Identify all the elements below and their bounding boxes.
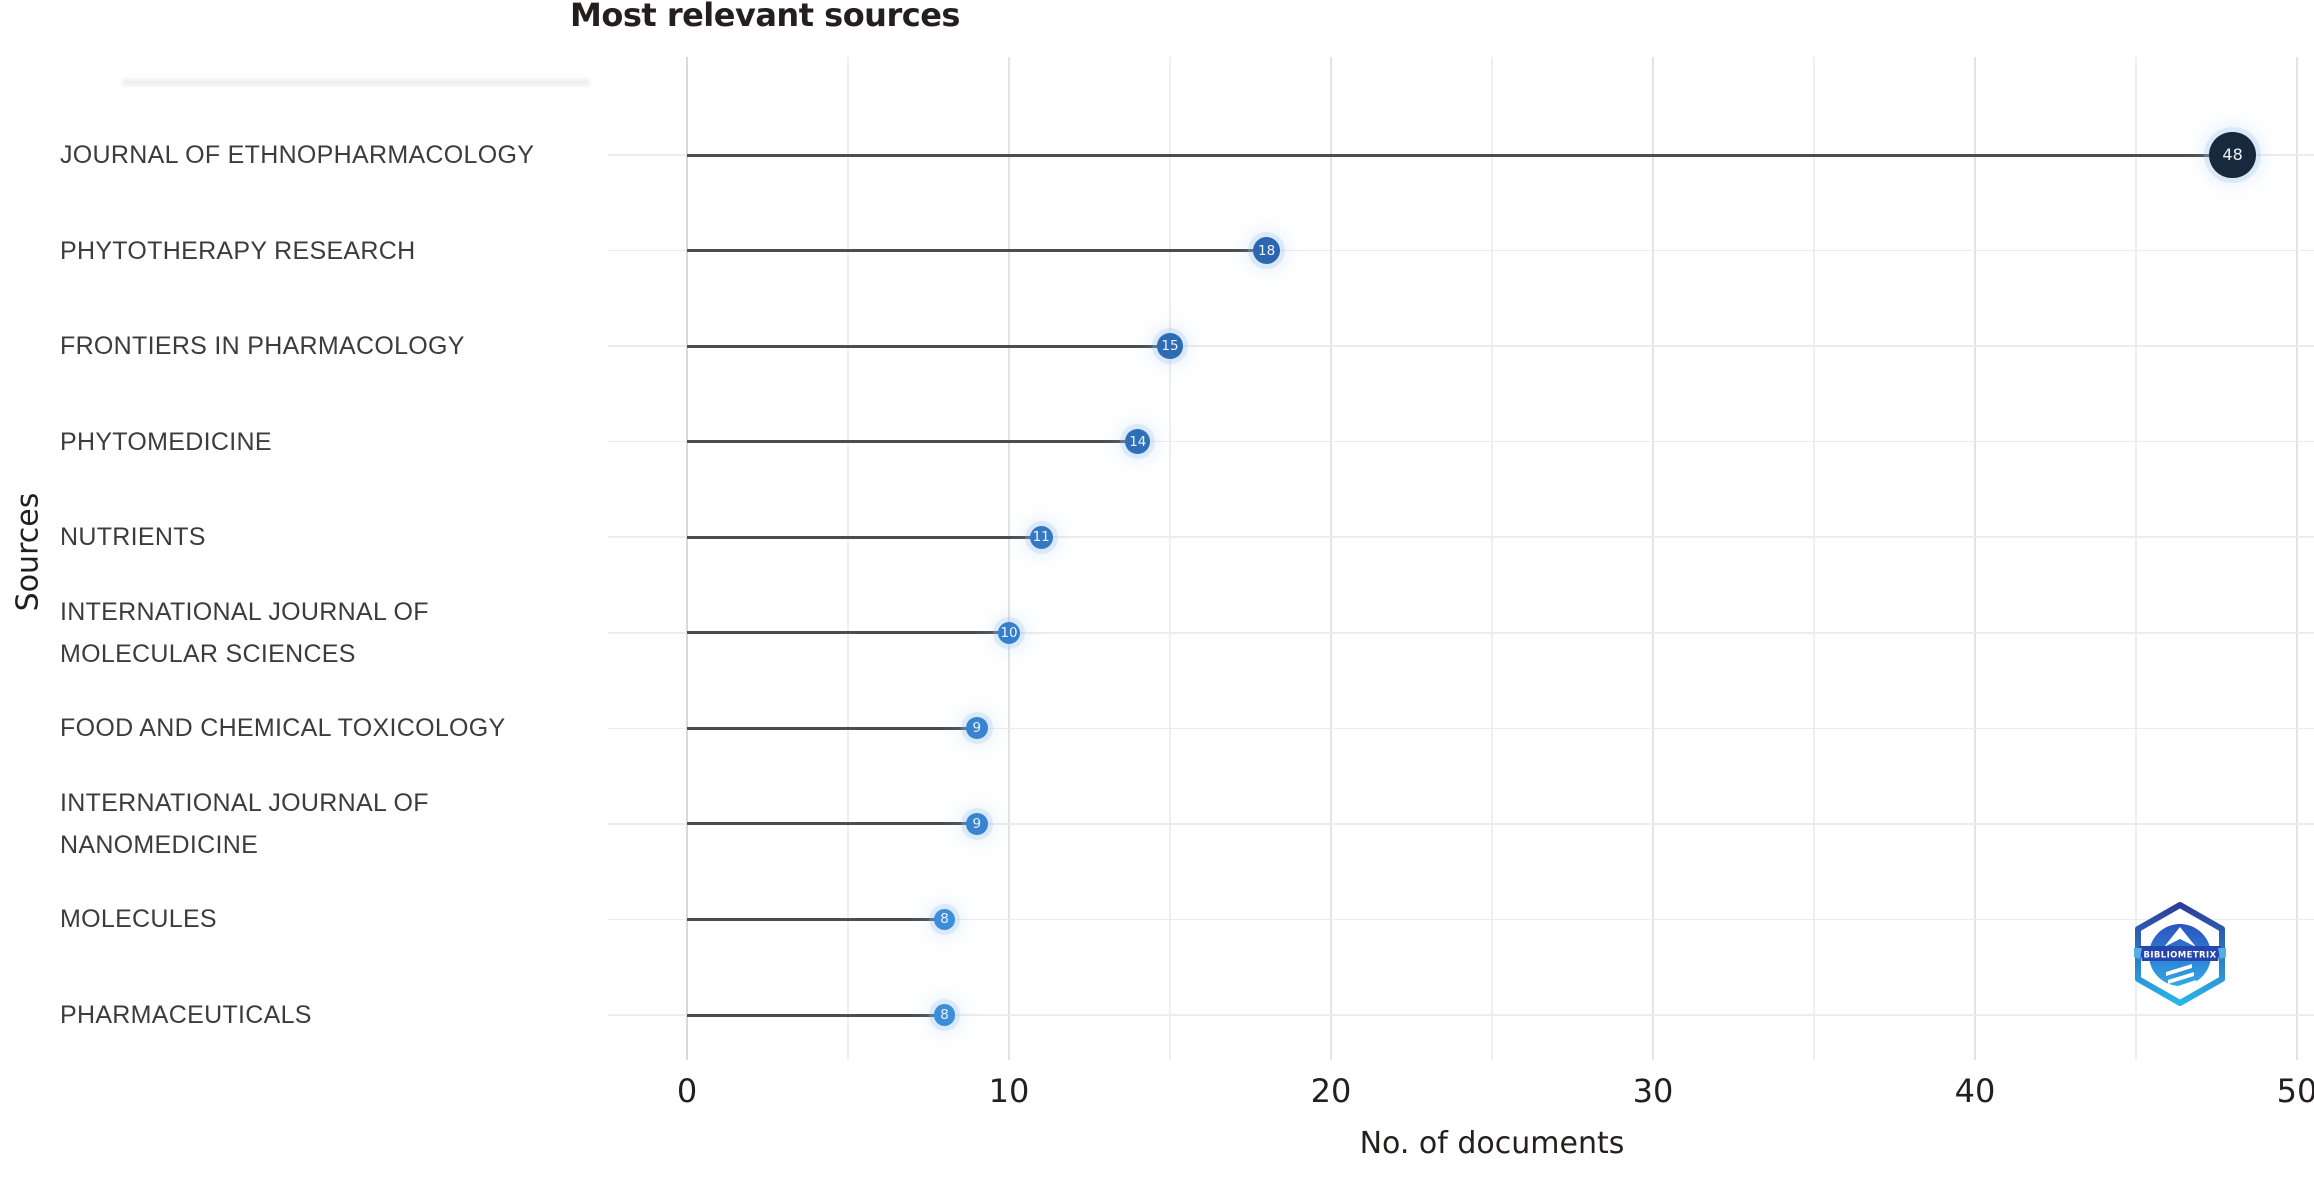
x-tick-label-40: 40 [1954, 1072, 1996, 1110]
data-point-value: 10 [1000, 624, 1018, 641]
lollipop-stem [687, 153, 2233, 157]
data-point: 9 [965, 717, 988, 740]
x-tick-label-30: 30 [1632, 1072, 1674, 1110]
data-point-value: 48 [2222, 145, 2243, 165]
category-label: PHYTOMEDICINE [60, 427, 272, 456]
lollipop-stem [687, 535, 1042, 539]
row-gridline [608, 727, 2314, 730]
data-point: 11 [1029, 525, 1053, 549]
gridline-x-5 [847, 57, 849, 1060]
data-point: 15 [1157, 333, 1183, 359]
category-label: FRONTIERS IN PHARMACOLOGY [60, 332, 465, 361]
chart-title: Most relevant sources [570, 0, 960, 34]
row-gridline [608, 632, 2314, 634]
gridline-x-0 [686, 57, 688, 1060]
category-label: JOURNAL OF ETHNOPHARMACOLOGY [60, 141, 535, 169]
logo-plane-icon [2164, 927, 2196, 947]
category-label: INTERNATIONAL JOURNAL OF NANOMEDICINE [60, 788, 429, 859]
data-point: 18 [1252, 236, 1281, 265]
row-gridline [608, 536, 2314, 538]
data-point-value: 15 [1161, 338, 1179, 355]
category-label: FOOD AND CHEMICAL TOXICOLOGY [60, 714, 506, 743]
category-label: PHYTOTHERAPY RESEARCH [60, 236, 416, 265]
row-gridline [608, 1014, 2314, 1016]
row-gridline [608, 249, 2314, 252]
logo-ribbon-wing-left [2134, 948, 2142, 959]
bibliometrix-logo: BIBLIOMETRIX [2134, 902, 2226, 1006]
data-point-value: 8 [940, 911, 949, 928]
cropped-label-remnant [122, 79, 590, 86]
data-point-value: 11 [1032, 529, 1050, 546]
x-tick-label-0: 0 [676, 1072, 698, 1110]
data-point: 10 [997, 621, 1021, 644]
data-point-value: 9 [972, 815, 982, 832]
logo-stairs-icon [2166, 964, 2196, 992]
x-axis-title: No. of documents [1359, 1126, 1625, 1161]
data-point-value: 14 [1129, 433, 1147, 450]
gridline-x-40 [1974, 57, 1976, 1060]
gridline-x-15 [1169, 57, 1171, 1060]
logo-ribbon [2139, 946, 2221, 961]
row-gridline [608, 823, 2314, 825]
lollipop-stem [687, 1013, 945, 1017]
data-point: 9 [965, 813, 988, 835]
category-label: INTERNATIONAL JOURNAL OF MOLECULAR SCIEN… [60, 597, 429, 668]
data-point: 8 [934, 908, 956, 931]
gridline-x-50 [2296, 57, 2298, 1060]
x-tick-label-10: 10 [988, 1072, 1030, 1110]
lollipop-stem [687, 917, 945, 921]
lollipop-stem [687, 249, 1267, 253]
category-label: MOLECULES [60, 905, 217, 934]
data-point: 48 [2209, 131, 2256, 179]
gridline-x-10 [1008, 57, 1010, 1060]
lollipop-stem [687, 631, 1009, 635]
lollipop-stem [687, 822, 977, 826]
row-gridline [608, 918, 2314, 921]
logo-ribbon-wing-right [2218, 948, 2226, 959]
data-point-value: 18 [1257, 242, 1276, 259]
data-point: 14 [1125, 429, 1151, 455]
data-point-value: 9 [972, 720, 982, 737]
category-label: NUTRIENTS [60, 523, 206, 552]
gridline-x-25 [1491, 57, 1493, 1060]
gridline-x-35 [1813, 57, 1815, 1060]
data-point-value: 8 [940, 1007, 949, 1024]
gridline-x-45 [2135, 57, 2137, 1060]
lollipop-stem [687, 440, 1138, 444]
row-gridline [608, 345, 2314, 347]
gridline-x-30 [1652, 57, 1654, 1060]
lollipop-stem [687, 726, 977, 730]
row-gridline [608, 440, 2314, 443]
data-point: 8 [934, 1004, 956, 1026]
logo-text: BIBLIOMETRIX [2143, 951, 2216, 961]
category-label: PHARMACEUTICALS [60, 1001, 312, 1030]
gridline-x-20 [1330, 57, 1332, 1060]
lollipop-stem [687, 344, 1170, 348]
x-tick-label-50: 50 [2276, 1072, 2314, 1110]
y-axis-title: Sources [10, 492, 46, 612]
x-tick-label-20: 20 [1310, 1072, 1352, 1110]
